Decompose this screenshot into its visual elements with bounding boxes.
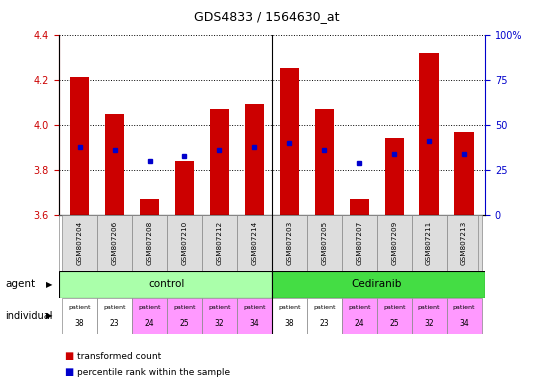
Text: 32: 32 <box>424 319 434 328</box>
Text: GSM807212: GSM807212 <box>216 221 222 265</box>
Bar <box>132 298 167 334</box>
Text: patient: patient <box>418 305 440 310</box>
Bar <box>97 298 132 334</box>
Bar <box>280 68 299 215</box>
Bar <box>97 215 132 271</box>
Bar <box>377 215 411 271</box>
Bar <box>350 199 369 215</box>
Text: GSM807214: GSM807214 <box>252 221 257 265</box>
Bar <box>202 215 237 271</box>
Text: patient: patient <box>68 305 91 310</box>
Bar <box>411 215 447 271</box>
Bar <box>272 271 485 298</box>
Text: percentile rank within the sample: percentile rank within the sample <box>77 368 230 377</box>
Text: 38: 38 <box>75 319 84 328</box>
Bar <box>70 78 89 215</box>
Bar <box>202 298 237 334</box>
Text: patient: patient <box>138 305 161 310</box>
Text: GDS4833 / 1564630_at: GDS4833 / 1564630_at <box>194 10 339 23</box>
Text: 32: 32 <box>215 319 224 328</box>
Text: 34: 34 <box>459 319 469 328</box>
Bar <box>377 298 411 334</box>
Bar <box>132 215 167 271</box>
Text: patient: patient <box>278 305 301 310</box>
Text: patient: patient <box>453 305 475 310</box>
Bar <box>105 114 124 215</box>
Text: patient: patient <box>208 305 231 310</box>
Text: Cediranib: Cediranib <box>351 279 402 289</box>
Text: GSM807207: GSM807207 <box>356 221 362 265</box>
Bar <box>62 298 97 334</box>
Text: patient: patient <box>243 305 265 310</box>
Bar <box>272 298 307 334</box>
Text: 23: 23 <box>319 319 329 328</box>
Bar <box>447 215 481 271</box>
Bar <box>245 104 264 215</box>
Bar <box>307 215 342 271</box>
Text: 23: 23 <box>110 319 119 328</box>
Text: ▶: ▶ <box>46 311 53 320</box>
Bar <box>237 298 272 334</box>
Text: GSM807205: GSM807205 <box>321 221 327 265</box>
Text: 24: 24 <box>354 319 364 328</box>
Bar <box>272 215 307 271</box>
Text: GSM807210: GSM807210 <box>181 221 188 265</box>
Text: GSM807204: GSM807204 <box>77 221 83 265</box>
Text: patient: patient <box>383 305 406 310</box>
Text: GSM807211: GSM807211 <box>426 221 432 265</box>
Text: agent: agent <box>5 279 36 289</box>
Text: patient: patient <box>313 305 335 310</box>
Bar <box>307 298 342 334</box>
Text: 25: 25 <box>180 319 189 328</box>
Text: GSM807203: GSM807203 <box>286 221 292 265</box>
Text: control: control <box>149 279 185 289</box>
Text: patient: patient <box>103 305 126 310</box>
Text: 24: 24 <box>144 319 155 328</box>
Text: GSM807206: GSM807206 <box>111 221 118 265</box>
Text: patient: patient <box>348 305 370 310</box>
Bar <box>455 132 474 215</box>
Text: GSM807209: GSM807209 <box>391 221 397 265</box>
Text: ■: ■ <box>64 351 73 361</box>
Text: ▶: ▶ <box>46 280 53 289</box>
Bar <box>237 215 272 271</box>
Text: 38: 38 <box>285 319 294 328</box>
Bar <box>175 161 194 215</box>
Text: 34: 34 <box>249 319 259 328</box>
Bar <box>384 138 404 215</box>
Text: patient: patient <box>173 305 196 310</box>
Text: ■: ■ <box>64 367 73 377</box>
Bar <box>210 109 229 215</box>
Bar <box>314 109 334 215</box>
Text: 25: 25 <box>389 319 399 328</box>
Bar <box>140 199 159 215</box>
Text: GSM807213: GSM807213 <box>461 221 467 265</box>
Bar <box>419 53 439 215</box>
Bar <box>62 215 97 271</box>
Text: individual: individual <box>5 311 53 321</box>
Bar <box>167 215 202 271</box>
Bar <box>59 271 272 298</box>
Bar <box>411 298 447 334</box>
Text: transformed count: transformed count <box>77 352 161 361</box>
Bar <box>342 215 377 271</box>
Text: GSM807208: GSM807208 <box>147 221 152 265</box>
Bar <box>167 298 202 334</box>
Bar <box>342 298 377 334</box>
Bar <box>447 298 481 334</box>
